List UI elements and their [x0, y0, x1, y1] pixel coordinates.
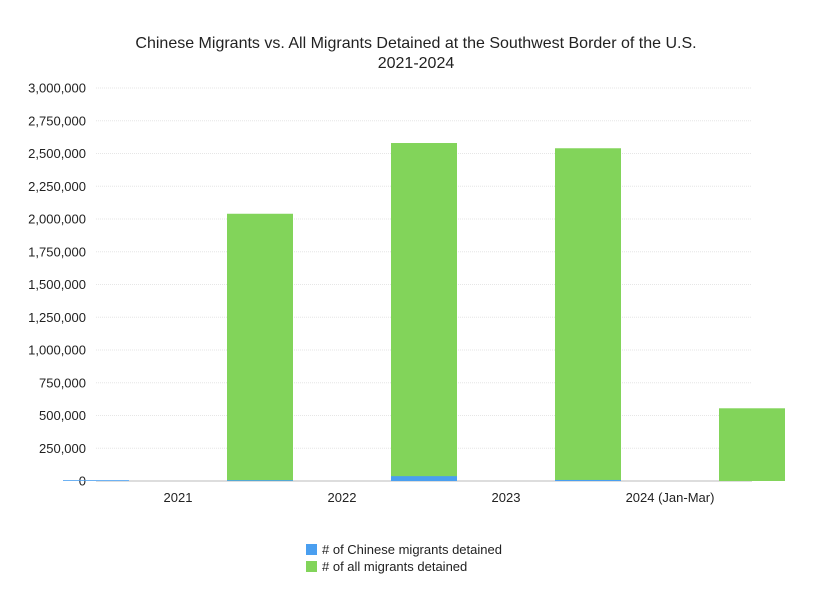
y-tick-label: 250,000 [39, 441, 86, 456]
legend-label-chinese-migrants: # of Chinese migrants detained [322, 542, 502, 557]
chart-legend: # of Chinese migrants detained # of all … [306, 541, 502, 575]
y-tick-label: 1,250,000 [28, 310, 86, 325]
legend-swatch-chinese-migrants [306, 544, 317, 555]
legend-item-chinese-migrants: # of Chinese migrants detained [306, 541, 502, 558]
bar-all-migrants [555, 148, 621, 481]
bar-chinese-migrants [63, 480, 129, 481]
x-tick-label: 2022 [328, 490, 357, 505]
y-tick-label: 2,750,000 [28, 113, 86, 128]
chart-title-line-2: 2021-2024 [377, 55, 455, 72]
legend-label-all-migrants: # of all migrants detained [322, 559, 468, 574]
x-tick-label: 2024 (Jan-Mar) [626, 490, 715, 505]
x-tick-label: 2021 [164, 490, 193, 505]
legend-swatch-all-migrants [306, 561, 317, 572]
bar-all-migrants [719, 408, 785, 481]
y-tick-label: 2,500,000 [28, 146, 86, 161]
y-tick-label: 2,000,000 [28, 212, 86, 227]
bar-all-migrants [227, 213, 293, 481]
x-tick-label: 2023 [492, 490, 521, 505]
chart-title-line-1: Chinese Migrants vs. All Migrants Detain… [135, 35, 697, 52]
y-tick-label: 750,000 [39, 375, 86, 390]
y-tick-label: 2,250,000 [28, 179, 86, 194]
bar-all-migrants [391, 143, 457, 481]
y-tick-label: 1,500,000 [28, 277, 86, 292]
legend-item-all-migrants: # of all migrants detained [306, 558, 502, 575]
y-tick-label: 500,000 [39, 408, 86, 423]
y-tick-label: 1,000,000 [28, 343, 86, 358]
bar-chinese-migrants [555, 479, 621, 481]
bar-chinese-migrants [391, 476, 457, 481]
chart-title: Chinese Migrants vs. All Migrants Detain… [0, 34, 832, 74]
y-tick-label: 3,000,000 [28, 81, 86, 96]
y-tick-label: 1,750,000 [28, 244, 86, 259]
bar-chinese-migrants [227, 480, 293, 481]
